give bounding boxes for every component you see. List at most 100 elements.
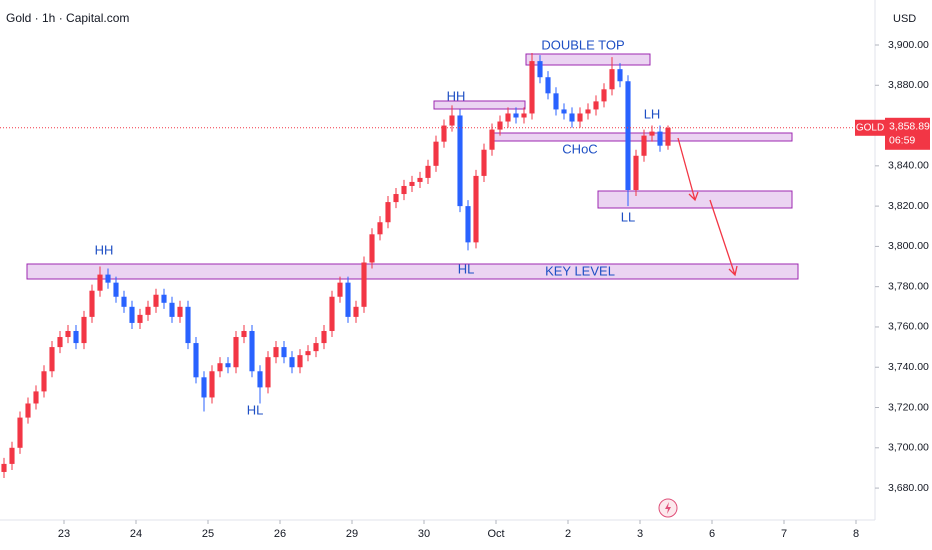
candle-body	[521, 113, 527, 118]
candle-body	[593, 101, 599, 110]
candle-body	[121, 296, 127, 307]
candle-body	[209, 371, 215, 398]
candle-body	[601, 89, 607, 102]
candle-body	[665, 127, 671, 146]
candle-body	[561, 109, 567, 114]
candle-body	[385, 202, 391, 223]
x-tick-label: 26	[274, 528, 286, 540]
chart-title: Gold · 1h · Capital.com	[6, 11, 129, 25]
price-tag-symbol-bg	[855, 119, 885, 136]
annotation-label: KEY LEVEL	[545, 263, 615, 278]
price-tag-bg	[885, 117, 930, 150]
candle-body	[57, 337, 63, 348]
candle-body	[433, 141, 439, 166]
candle-body	[585, 109, 591, 114]
x-tick-label: 3	[637, 528, 643, 540]
candle-body	[481, 149, 487, 176]
candle-body	[657, 131, 663, 146]
candle-body	[105, 274, 111, 283]
arrow	[677, 137, 699, 202]
candle-body	[441, 125, 447, 142]
candle-body	[137, 314, 143, 323]
price-tag-price: 3,858.89	[889, 121, 930, 133]
candle-body	[361, 262, 367, 307]
candle-body	[89, 290, 95, 317]
y-tick-label: 3,680.00	[888, 482, 929, 494]
x-tick-label: 7	[781, 528, 787, 540]
candle-body	[129, 306, 135, 323]
candle-body	[241, 330, 247, 338]
candle-body	[289, 357, 295, 368]
x-tick-label: 8	[853, 528, 859, 540]
candle-body	[33, 391, 39, 404]
candle-body	[369, 234, 375, 263]
y-tick-label: 3,720.00	[888, 401, 929, 413]
x-tick-label: 23	[58, 528, 70, 540]
candle-body	[97, 274, 103, 291]
candle-body	[345, 282, 351, 317]
candle-body	[337, 282, 343, 297]
candle-body	[545, 77, 551, 94]
candle-body	[377, 222, 383, 235]
double-top-zone	[525, 53, 651, 66]
y-tick-label: 3,840.00	[888, 160, 929, 172]
candle-body	[81, 316, 87, 344]
candle-body	[145, 306, 151, 315]
candle-body	[161, 294, 167, 303]
candle-body	[193, 343, 199, 378]
candle-body	[529, 61, 535, 114]
arrow	[709, 199, 738, 277]
candle-body	[201, 377, 207, 398]
candle-body	[217, 363, 223, 372]
candle-body	[577, 113, 583, 122]
x-tick-label: 6	[709, 528, 715, 540]
annotation-label: DOUBLE TOP	[541, 37, 624, 52]
candle-body	[265, 357, 271, 388]
arrows	[677, 137, 738, 277]
candle-body	[393, 194, 399, 203]
candle-body	[449, 115, 455, 126]
candle-body	[505, 113, 511, 122]
candle-body	[153, 294, 159, 307]
annotation-label: HH	[447, 88, 466, 103]
alert-icon-bolt[interactable]	[665, 502, 671, 514]
candle-body	[1, 463, 7, 472]
candle-body	[609, 69, 615, 90]
annotation-label: LH	[644, 106, 661, 121]
price-tag-symbol: GOLD	[856, 122, 884, 133]
candle-body	[401, 185, 407, 195]
candle-body	[329, 296, 335, 331]
y-tick-label: 3,780.00	[888, 280, 929, 292]
y-tick-label: 3,900.00	[888, 39, 929, 51]
candle-body	[409, 181, 415, 186]
candle-body	[649, 131, 655, 136]
annotation-label: HL	[458, 261, 475, 276]
x-tick-label: 30	[418, 528, 430, 540]
candle-body	[625, 81, 631, 191]
candle-body	[417, 177, 423, 182]
x-tick-label: 25	[202, 528, 214, 540]
candle-body	[297, 355, 303, 368]
candle-body	[169, 302, 175, 317]
candle-body	[249, 330, 255, 372]
price-tag-countdown: 06:59	[889, 135, 915, 147]
candle-body	[489, 129, 495, 150]
candle-body	[513, 113, 519, 118]
candle-body	[569, 113, 575, 122]
candle-body	[633, 155, 639, 191]
candle-body	[177, 306, 183, 317]
annotation-label: HH	[95, 242, 114, 257]
candle-body	[553, 93, 559, 110]
candle-body	[73, 330, 79, 344]
candle-body	[465, 206, 471, 243]
alert-icon[interactable]	[658, 498, 678, 518]
candle-body	[457, 115, 463, 207]
candle-body	[17, 417, 23, 448]
hh-zone	[433, 100, 526, 110]
candle-body	[321, 330, 327, 344]
candle-body	[305, 351, 311, 356]
candle-body	[257, 371, 263, 388]
x-tick-label: 24	[130, 528, 142, 540]
key-level-zone	[26, 263, 799, 280]
